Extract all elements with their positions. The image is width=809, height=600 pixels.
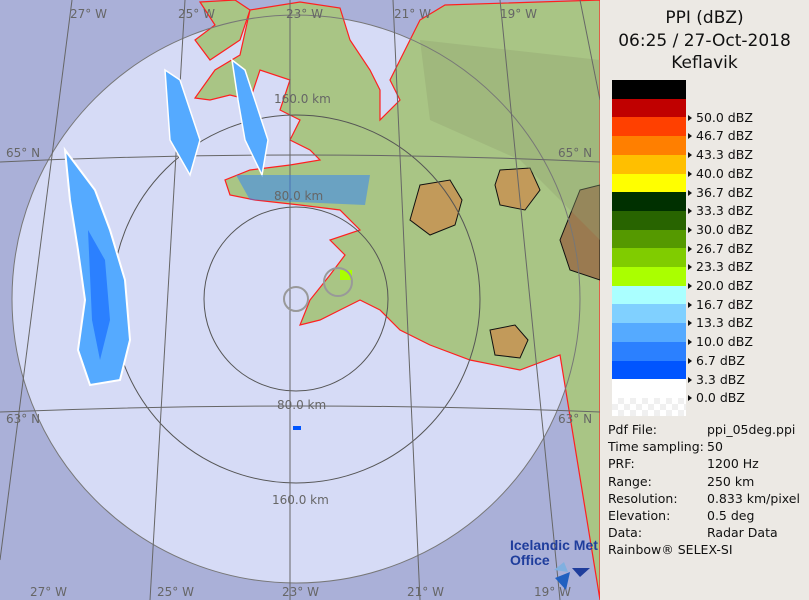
lon-label-bottom-19w: 19° W bbox=[534, 585, 571, 599]
info-value: ppi_05deg.ppi bbox=[707, 422, 796, 437]
lon-label-bottom-23w: 23° W bbox=[282, 585, 319, 599]
ring-label-80km-bottom: 80.0 km bbox=[277, 398, 326, 412]
info-key: Range: bbox=[608, 473, 652, 489]
legend-label: 3.3 dBZ bbox=[688, 372, 745, 387]
ring-label-160km-bottom: 160.0 km bbox=[272, 493, 329, 507]
legend-label: 26.7 dBZ bbox=[688, 241, 753, 256]
legend-swatch bbox=[612, 192, 686, 212]
legend-label: 6.7 dBZ bbox=[688, 353, 745, 368]
lon-label-bottom-25w: 25° W bbox=[157, 585, 194, 599]
lat-label-right-63n: 63° N bbox=[558, 412, 592, 426]
legend-label: 16.7 dBZ bbox=[688, 297, 753, 312]
lon-label-bottom-21w: 21° W bbox=[407, 585, 444, 599]
info-value: 0.5 deg bbox=[707, 508, 755, 523]
software-credit: Rainbow® SELEX-SI bbox=[608, 542, 733, 557]
legend-swatch bbox=[612, 304, 686, 324]
legend-label: 10.0 dBZ bbox=[688, 334, 753, 349]
timestamp: 06:25 / 27-Oct-2018 bbox=[618, 31, 791, 51]
lon-label-top-19w: 19° W bbox=[500, 7, 537, 21]
legend-swatch bbox=[612, 323, 686, 343]
lon-label-top-27w: 27° W bbox=[70, 7, 107, 21]
radar-map[interactable]: 27° W 25° W 23° W 21° W 19° W 27° W 25° … bbox=[0, 0, 600, 600]
legend-label: 36.7 dBZ bbox=[688, 185, 753, 200]
legend-nodata-swatch bbox=[612, 397, 686, 416]
legend-label: 13.3 dBZ bbox=[688, 315, 753, 330]
info-row: PRF: 1200 Hz bbox=[608, 456, 759, 472]
info-value: 0.833 km/pixel bbox=[707, 490, 800, 506]
legend-label: 43.3 dBZ bbox=[688, 147, 753, 162]
info-key: Time sampling: bbox=[608, 439, 704, 455]
imo-logo: Icelandic Met Office bbox=[510, 538, 598, 568]
legend-label: 33.3 dBZ bbox=[688, 203, 753, 218]
legend-swatch bbox=[612, 136, 686, 156]
legend-label: 50.0 dBZ bbox=[688, 110, 753, 125]
legend-label: 30.0 dBZ bbox=[688, 222, 753, 237]
legend-swatch bbox=[612, 229, 686, 249]
legend-label: 40.0 dBZ bbox=[688, 166, 753, 181]
lon-label-top-25w: 25° W bbox=[178, 7, 215, 21]
legend-swatch bbox=[612, 117, 686, 137]
lon-label-top-23w: 23° W bbox=[286, 7, 323, 21]
legend-swatch bbox=[612, 98, 686, 118]
lon-label-bottom-27w: 27° W bbox=[30, 585, 67, 599]
info-row: Elevation: 0.5 deg bbox=[608, 508, 754, 523]
info-value: 250 km bbox=[707, 473, 755, 489]
legend-swatch bbox=[612, 267, 686, 286]
legend-swatch bbox=[612, 248, 686, 268]
legend-label: 46.7 dBZ bbox=[688, 128, 753, 143]
logo-line2: Office bbox=[510, 552, 550, 568]
ring-label-160km-top: 160.0 km bbox=[274, 92, 331, 106]
info-row: Time sampling: 50 bbox=[608, 439, 723, 455]
info-key: PRF: bbox=[608, 456, 635, 472]
legend-label: 23.3 dBZ bbox=[688, 259, 753, 274]
info-row: Resolution: 0.833 km/pixel bbox=[608, 490, 800, 506]
logo-line1: Icelandic Met bbox=[510, 537, 598, 553]
legend-label: 0.0 dBZ bbox=[688, 390, 745, 405]
lat-label-left-65n: 65° N bbox=[6, 146, 40, 160]
info-key: Pdf File: bbox=[608, 422, 657, 437]
legend-swatch bbox=[612, 360, 686, 380]
legend-swatch bbox=[612, 210, 686, 230]
info-value: 50 bbox=[707, 439, 723, 455]
legend-swatch bbox=[612, 154, 686, 174]
lon-label-top-21w: 21° W bbox=[394, 7, 431, 21]
legend-swatch bbox=[612, 173, 686, 193]
iceland-landmass bbox=[193, 0, 600, 600]
range-ring-80km bbox=[203, 206, 389, 392]
info-key: Elevation: bbox=[608, 508, 671, 523]
ring-label-80km-top: 80.0 km bbox=[274, 189, 323, 203]
info-value: 1200 Hz bbox=[707, 456, 759, 472]
info-row: Data: Radar Data bbox=[608, 525, 778, 541]
info-key: Data: bbox=[608, 525, 643, 541]
info-row: Pdf File: ppi_05deg.ppi bbox=[608, 422, 795, 437]
legend-swatch bbox=[612, 341, 686, 361]
legend-swatch bbox=[612, 379, 686, 399]
info-row: Range: 250 km bbox=[608, 473, 754, 489]
range-ring-max bbox=[11, 14, 581, 584]
info-value: Radar Data bbox=[707, 525, 778, 541]
product-title: PPI (dBZ) bbox=[665, 8, 744, 28]
info-key: Resolution: bbox=[608, 490, 678, 506]
legend-label: 20.0 dBZ bbox=[688, 278, 753, 293]
lat-label-right-65n: 65° N bbox=[558, 146, 592, 160]
lat-label-left-63n: 63° N bbox=[6, 412, 40, 426]
imo-logo-icon bbox=[554, 562, 590, 590]
graticule bbox=[0, 0, 600, 600]
legend-swatch bbox=[612, 80, 686, 99]
legend-swatch bbox=[612, 285, 686, 305]
radar-echoes bbox=[63, 58, 370, 430]
site-name: Keflavik bbox=[671, 53, 738, 73]
